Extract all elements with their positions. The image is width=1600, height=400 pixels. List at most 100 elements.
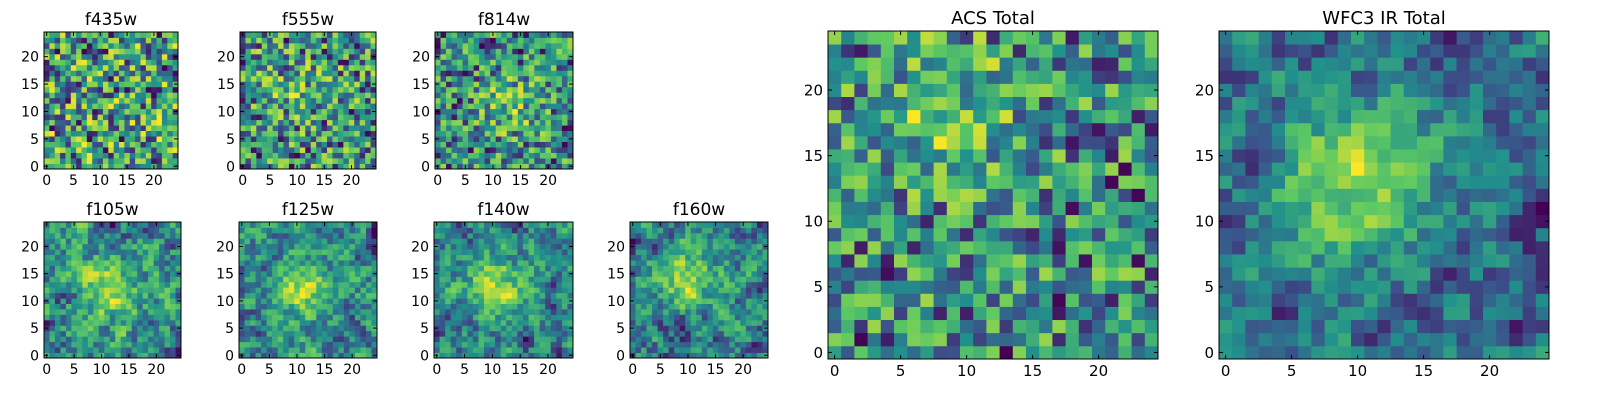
heatmap-cell [283,336,290,343]
heatmap-cell [371,341,378,348]
heatmap-cell [1052,214,1066,229]
heatmap-cell [854,240,868,255]
heatmap-cell [1131,345,1146,360]
heatmap-cell [668,298,675,304]
heatmap-cell [365,92,371,99]
heatmap-cell [156,114,163,121]
heatmap-cell [142,352,149,359]
heatmap-cell [462,141,469,148]
heatmap-cell [60,260,67,266]
heatmap-cell [360,287,367,294]
heatmap-cell [170,314,176,321]
heatmap-cell [511,227,518,234]
heatmap-cell [450,227,457,234]
heatmap-cell [272,70,279,77]
heatmap-cell [299,81,306,88]
heatmap-cell [1012,240,1027,255]
heatmap-cell [462,48,469,55]
heatmap-cell [316,108,322,115]
heatmap-cell [434,341,440,348]
heatmap-cell [294,152,301,159]
heatmap-cell [140,70,147,77]
heatmap-cell [354,141,361,148]
heatmap-cell [365,59,371,66]
heatmap-cell [343,238,350,245]
heatmap-cell [707,314,714,321]
heatmap-cell [556,276,563,283]
heatmap-cell [240,59,246,66]
heatmap-cell [517,119,524,126]
heatmap-cell [44,292,50,299]
y-tick-label: 20 [21,240,39,256]
heatmap-cell [354,70,361,77]
heatmap-cell [1144,227,1159,242]
heatmap-cell [635,227,642,234]
heatmap-cell [1012,254,1027,268]
heatmap-cell [663,292,670,299]
heatmap-cell [156,97,163,104]
heatmap-cell [561,309,568,315]
heatmap-cell [44,59,50,66]
heatmap-cell [718,341,725,348]
heatmap-cell [652,254,658,261]
heatmap-cell [332,42,339,49]
heatmap-cell [148,325,154,332]
heatmap-cell [283,103,290,110]
heatmap-cell [828,162,842,176]
heatmap-cell [343,125,350,132]
heatmap-cell [159,314,165,321]
heatmap-cell [467,276,474,283]
heatmap-cell [663,352,670,359]
heatmap-cell [462,114,469,121]
heatmap-cell [87,260,94,266]
heatmap-cell [461,298,468,304]
heatmap-cell [751,330,758,337]
heatmap-cell [343,130,350,137]
heatmap-cell [156,42,163,49]
heatmap-cell [501,152,508,159]
heatmap-cell [652,249,658,256]
heatmap-cell [277,243,284,250]
heatmap-cell [119,141,125,148]
heatmap-cell [646,336,653,343]
heatmap-cell [365,298,372,304]
heatmap-cell [92,48,98,55]
heatmap-cell [288,303,295,310]
heatmap-cell [283,265,290,272]
heatmap-cell [129,92,136,99]
heatmap-cell [473,97,480,104]
heatmap-cell [1078,254,1093,268]
heatmap-cell [119,158,125,164]
heatmap-cell [98,281,105,288]
heatmap-cell [266,276,273,283]
heatmap-cell [354,319,361,326]
heatmap-cell [657,254,664,261]
heatmap-cell [124,108,131,115]
heatmap-cell [762,314,769,321]
heatmap-cell [126,309,133,315]
heatmap-cell [124,152,131,159]
heatmap-cell [294,232,301,239]
heatmap-cell [54,114,61,121]
heatmap-cell [641,330,647,337]
heatmap-cell [65,163,72,170]
heatmap-cell [550,227,557,234]
heatmap-cell [338,298,345,304]
heatmap-cell [170,352,176,359]
heatmap-cell [663,238,670,245]
heatmap-cell [545,81,552,88]
heatmap-cell [92,114,98,121]
heatmap-cell [528,86,535,93]
heatmap-cell [523,130,530,137]
heatmap-cell [712,232,719,239]
heatmap-cell [561,270,568,277]
heatmap-cell [288,53,295,60]
heatmap-cell [175,276,182,283]
heatmap-cell [316,119,322,126]
heatmap-cell [92,81,98,88]
heatmap-cell [685,281,692,288]
heatmap-cell [495,287,502,294]
heatmap-cell [65,249,72,256]
heatmap-cell [445,260,452,266]
heatmap-cell [288,130,295,137]
